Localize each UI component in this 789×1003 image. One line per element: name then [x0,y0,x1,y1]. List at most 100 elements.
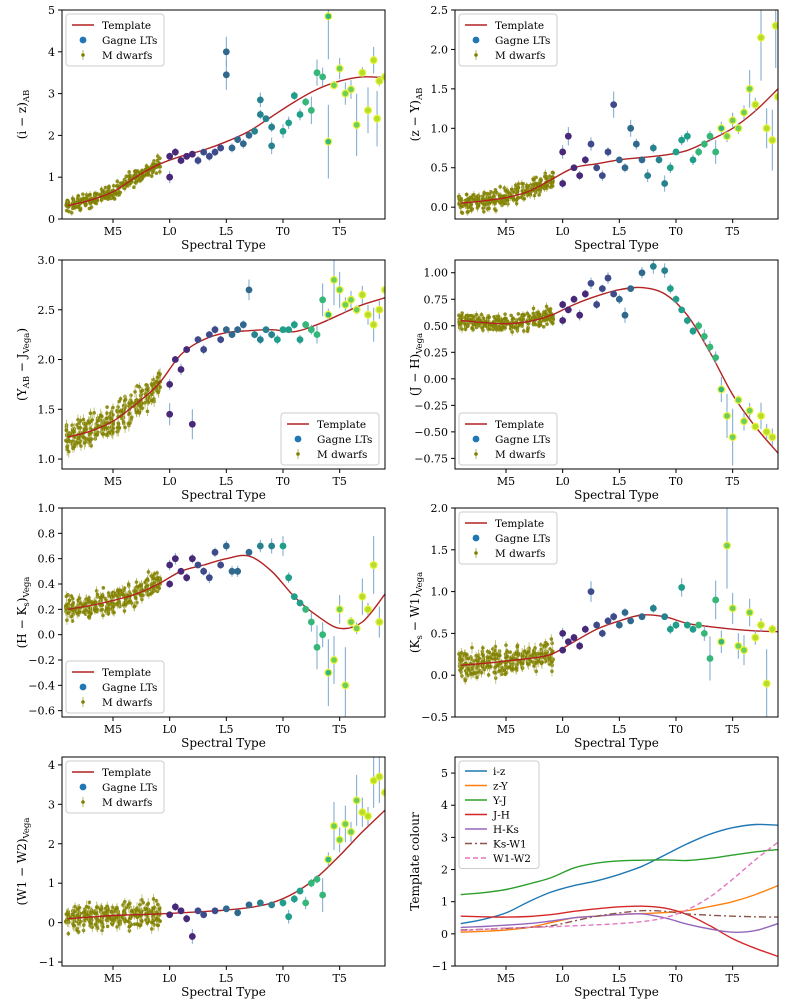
y-tick-label: 0.8 [38,527,56,540]
mdwarf-point [540,661,544,665]
mdwarf-point [480,313,484,317]
mdwarf-point [72,197,76,201]
gagne-point [353,306,360,313]
gagne-point [588,141,595,148]
mdwarf-point [132,185,136,189]
y-tick-label: 1.5 [431,544,449,557]
mdwarf-point [150,920,154,924]
y-axis-label: (H − Ks)Vega [15,577,32,649]
y-tick-label: 0 [48,213,55,226]
mdwarf-point [116,191,120,195]
gagne-point [257,111,264,118]
gagne-point [605,275,612,282]
mdwarf-point [539,178,543,182]
y-tick-label: 1.0 [38,502,56,515]
mdwarf-point [76,194,80,198]
gagne-point [195,562,202,569]
mdwarf-point [115,594,119,598]
gagne-point [166,174,173,181]
gagne-point [610,291,617,298]
mdwarf-point [89,411,93,415]
gagne-point [752,423,759,430]
gagne-point [599,630,606,637]
x-tick-label: M5 [104,225,122,238]
y-tick-label: 0.75 [424,293,449,306]
mdwarf-point [89,611,93,615]
mdwarf-point [138,411,142,415]
gagne-point [605,617,612,624]
legend-label: M dwarfs [495,50,545,62]
gagne-point [359,291,366,298]
mdwarf-point [458,198,462,202]
mdwarf-point [135,180,139,184]
mdwarf-point [96,593,100,597]
mdwarf-point [494,645,498,649]
mdwarf-point [67,912,71,916]
mdwarf-point [548,657,552,661]
gagne-point [348,296,355,303]
gagne-point [291,321,298,328]
gagne-point [263,326,270,333]
mdwarf-point [141,901,145,905]
x-axis-label: Spectral Type [181,238,266,252]
gagne-point [752,634,759,641]
gagne-point [178,157,185,164]
gagne-point [559,630,566,637]
x-axis-label: Spectral Type [181,488,266,502]
gagne-point [622,164,629,171]
mdwarf-point [116,405,120,409]
gagne-point [650,145,657,152]
x-tick-label: M5 [497,475,515,488]
gagne-point [729,117,736,124]
y-tick-label: 1.0 [431,122,449,135]
y-tick-label: 0.2 [38,603,56,616]
x-tick-label: T5 [725,475,739,488]
mdwarf-point [75,612,79,616]
y-tick-label: 0.0 [431,669,449,682]
mdwarf-point [481,654,485,658]
mdwarf-point [116,426,120,430]
gagne-point [308,619,315,626]
x-tick-label: L0 [556,475,570,488]
gagne-point [718,125,725,132]
mdwarf-point [156,158,160,162]
mdwarf-point [460,674,464,678]
gagne-point [223,326,230,333]
mdwarf-point [470,646,474,650]
mdwarf-point [482,316,486,320]
gagne-point [240,321,247,328]
mdwarf-point [475,313,479,317]
gagne-point [735,125,742,132]
mdwarf-point [465,210,469,214]
mdwarf-point [542,325,546,329]
mdwarf-points [64,153,162,215]
mdwarf-point [150,927,154,931]
mdwarf-point [158,165,162,169]
mdwarf-point [548,317,552,321]
mdwarf-point [150,174,154,178]
legend-mdwarf-swatch [474,53,478,57]
mdwarf-point [551,321,555,325]
gagne-point [257,543,264,550]
gagne-point [291,593,298,600]
gagne-point [166,411,173,418]
mdwarf-point [147,570,151,574]
legend-label: M dwarfs [317,449,367,461]
mdwarf-point [483,203,487,207]
mdwarf-point [104,186,108,190]
gagne-point [257,96,264,103]
mdwarf-point [550,641,554,645]
x-tick-label: L5 [219,475,233,488]
mdwarf-point [146,903,150,907]
mdwarf-point [141,389,145,393]
mdwarf-point [118,919,122,923]
mdwarf-point [503,326,507,330]
mdwarf-point [481,646,485,650]
mdwarf-point [471,207,475,211]
mdwarf-point [71,913,75,917]
gagne-point [200,568,207,575]
y-tick-label: 2.5 [431,4,449,17]
mdwarf-point [151,171,155,175]
